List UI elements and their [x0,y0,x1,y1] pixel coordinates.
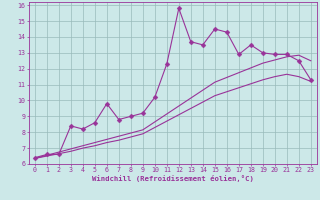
X-axis label: Windchill (Refroidissement éolien,°C): Windchill (Refroidissement éolien,°C) [92,175,254,182]
